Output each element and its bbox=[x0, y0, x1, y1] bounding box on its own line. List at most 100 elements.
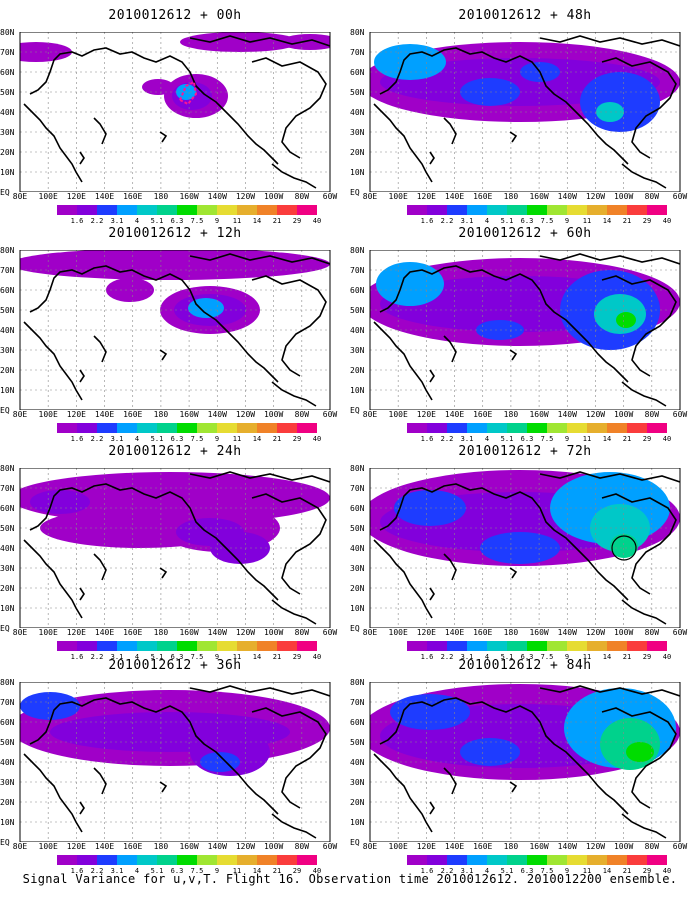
colorbar-label: 1.6 bbox=[70, 653, 84, 661]
colorbar-label: 11 bbox=[232, 867, 242, 875]
colorbar-label: 9 bbox=[214, 217, 220, 225]
colorbar-label: 3.1 bbox=[110, 653, 124, 661]
lon-tick-label: 120W bbox=[585, 192, 606, 201]
lat-tick-label: EQ bbox=[350, 406, 360, 415]
colorbar-swatch bbox=[407, 641, 427, 651]
colorbar-label: 1.6 bbox=[420, 867, 434, 875]
colorbar-swatch bbox=[647, 205, 667, 215]
colorbar-label: 1.6 bbox=[420, 653, 434, 661]
colorbar-swatch bbox=[177, 855, 197, 865]
lon-tick-label: 100E bbox=[38, 842, 58, 851]
coastline bbox=[29, 697, 279, 815]
lon-tick-label: 160E bbox=[473, 628, 493, 637]
colorbar-swatch bbox=[77, 205, 97, 215]
colorbar-swatch bbox=[567, 205, 587, 215]
variance-map bbox=[19, 468, 331, 628]
colorbar bbox=[407, 423, 667, 433]
coastline bbox=[379, 483, 629, 601]
colorbar-swatch bbox=[467, 641, 487, 651]
lat-tick-label: EQ bbox=[350, 624, 360, 633]
variance-contour bbox=[610, 534, 638, 558]
colorbar-label: 40 bbox=[662, 435, 672, 443]
colorbar-swatch bbox=[57, 855, 77, 865]
latitude-axis: 80N 70N 60N 50N 40N 30N 20N 10N EQ bbox=[0, 464, 20, 633]
lon-tick-label: 100E bbox=[388, 628, 408, 637]
coastline bbox=[251, 493, 327, 595]
lon-tick-label: 120W bbox=[585, 628, 606, 637]
lat-tick-label: 80N bbox=[0, 678, 15, 687]
colorbar-label: 7.5 bbox=[540, 435, 554, 443]
colorbar-swatch bbox=[467, 205, 487, 215]
colorbar-swatch bbox=[277, 641, 297, 651]
coastline bbox=[159, 349, 168, 361]
lat-tick-label: 60N bbox=[350, 286, 365, 295]
coastline bbox=[443, 767, 457, 795]
coastline bbox=[509, 567, 518, 579]
lon-tick-label: 100W bbox=[613, 410, 634, 419]
lon-tick-label: 140E bbox=[444, 842, 465, 851]
colorbar-label: 14 bbox=[252, 653, 262, 661]
colorbar-swatch bbox=[57, 205, 77, 215]
longitude-axis: 80E 100E 120E 140E 160E 180 160W 140W 120W 100W 80… bbox=[0, 842, 350, 854]
colorbar-label: 7.5 bbox=[190, 867, 204, 875]
colorbar-label: 9 bbox=[214, 653, 220, 661]
colorbar-swatch bbox=[627, 641, 647, 651]
lat-tick-label: 40N bbox=[0, 108, 15, 117]
lon-tick-label: 160E bbox=[473, 410, 493, 419]
colorbar-swatch bbox=[57, 423, 77, 433]
colorbar-labels: 1.6 2.2 3.1 4 5.1 6.3 7.5 9 11 14 21 29 40 bbox=[57, 217, 322, 227]
lon-tick-label: 120E bbox=[416, 410, 436, 419]
panel-title: 2010012612 + 48h bbox=[458, 8, 592, 23]
lat-tick-label: 40N bbox=[350, 326, 365, 335]
colorbar-label: 2.2 bbox=[90, 217, 104, 225]
colorbar-label: 29 bbox=[642, 867, 652, 875]
coastline bbox=[93, 117, 107, 145]
colorbar-label: 40 bbox=[662, 217, 672, 225]
colorbar-swatch bbox=[277, 205, 297, 215]
colorbar-swatch bbox=[137, 641, 157, 651]
lon-tick-label: 160W bbox=[179, 628, 199, 637]
colorbar-label: 1.6 bbox=[70, 867, 84, 875]
longitude-axis: 80E 100E 120E 140E 160E 180 160W 140W 120W 100W 80… bbox=[350, 410, 700, 422]
lon-tick-label: 80W bbox=[294, 628, 310, 637]
colorbar-swatch bbox=[157, 641, 177, 651]
lat-tick-label: 40N bbox=[0, 544, 15, 553]
colorbar-swatch bbox=[527, 641, 547, 651]
colorbar-label: 4 bbox=[484, 867, 490, 875]
colorbar-swatch bbox=[547, 855, 567, 865]
colorbar-label: 21 bbox=[272, 867, 282, 875]
panel-title: 2010012612 + 84h bbox=[458, 658, 592, 673]
lon-tick-label: 100E bbox=[388, 842, 408, 851]
colorbar-swatch bbox=[257, 855, 277, 865]
latitude-axis: 80N 70N 60N 50N 40N 30N 20N 10N EQ bbox=[350, 464, 370, 633]
colorbar-swatch bbox=[297, 855, 317, 865]
colorbar-label: 40 bbox=[312, 217, 322, 225]
coastline bbox=[251, 57, 327, 159]
lon-tick-label: 120W bbox=[235, 628, 256, 637]
longitude-axis: 80E 100E 120E 140E 160E 180 160W 140W 120W 100W 80… bbox=[350, 192, 700, 204]
coastline bbox=[509, 131, 518, 143]
colorbar-label: 11 bbox=[582, 867, 592, 875]
colorbar-swatch bbox=[297, 423, 317, 433]
coastline bbox=[443, 553, 457, 581]
lat-tick-label: 60N bbox=[0, 504, 15, 513]
lon-tick-label: 160E bbox=[473, 192, 493, 201]
colorbar-label: 3.1 bbox=[460, 867, 474, 875]
colorbar-swatch bbox=[97, 855, 117, 865]
lon-tick-label: 160W bbox=[179, 410, 199, 419]
lon-tick-label: 100W bbox=[263, 192, 284, 201]
colorbar-swatch bbox=[137, 855, 157, 865]
lon-tick-label: 80W bbox=[294, 192, 310, 201]
panel-title: 2010012612 + 72h bbox=[458, 444, 592, 459]
colorbar-label: 14 bbox=[252, 217, 262, 225]
colorbar-label: 5.1 bbox=[150, 653, 164, 661]
colorbar-label: 29 bbox=[292, 653, 302, 661]
lat-tick-label: EQ bbox=[0, 838, 10, 847]
colorbar-label: 6.3 bbox=[170, 867, 184, 875]
colorbar-label: 40 bbox=[662, 653, 672, 661]
variance-map bbox=[369, 250, 681, 410]
colorbar-label: 5.1 bbox=[500, 653, 514, 661]
lat-tick-label: 10N bbox=[0, 604, 15, 613]
colorbar-label: 5.1 bbox=[500, 217, 514, 225]
colorbar-label: 4 bbox=[484, 435, 490, 443]
